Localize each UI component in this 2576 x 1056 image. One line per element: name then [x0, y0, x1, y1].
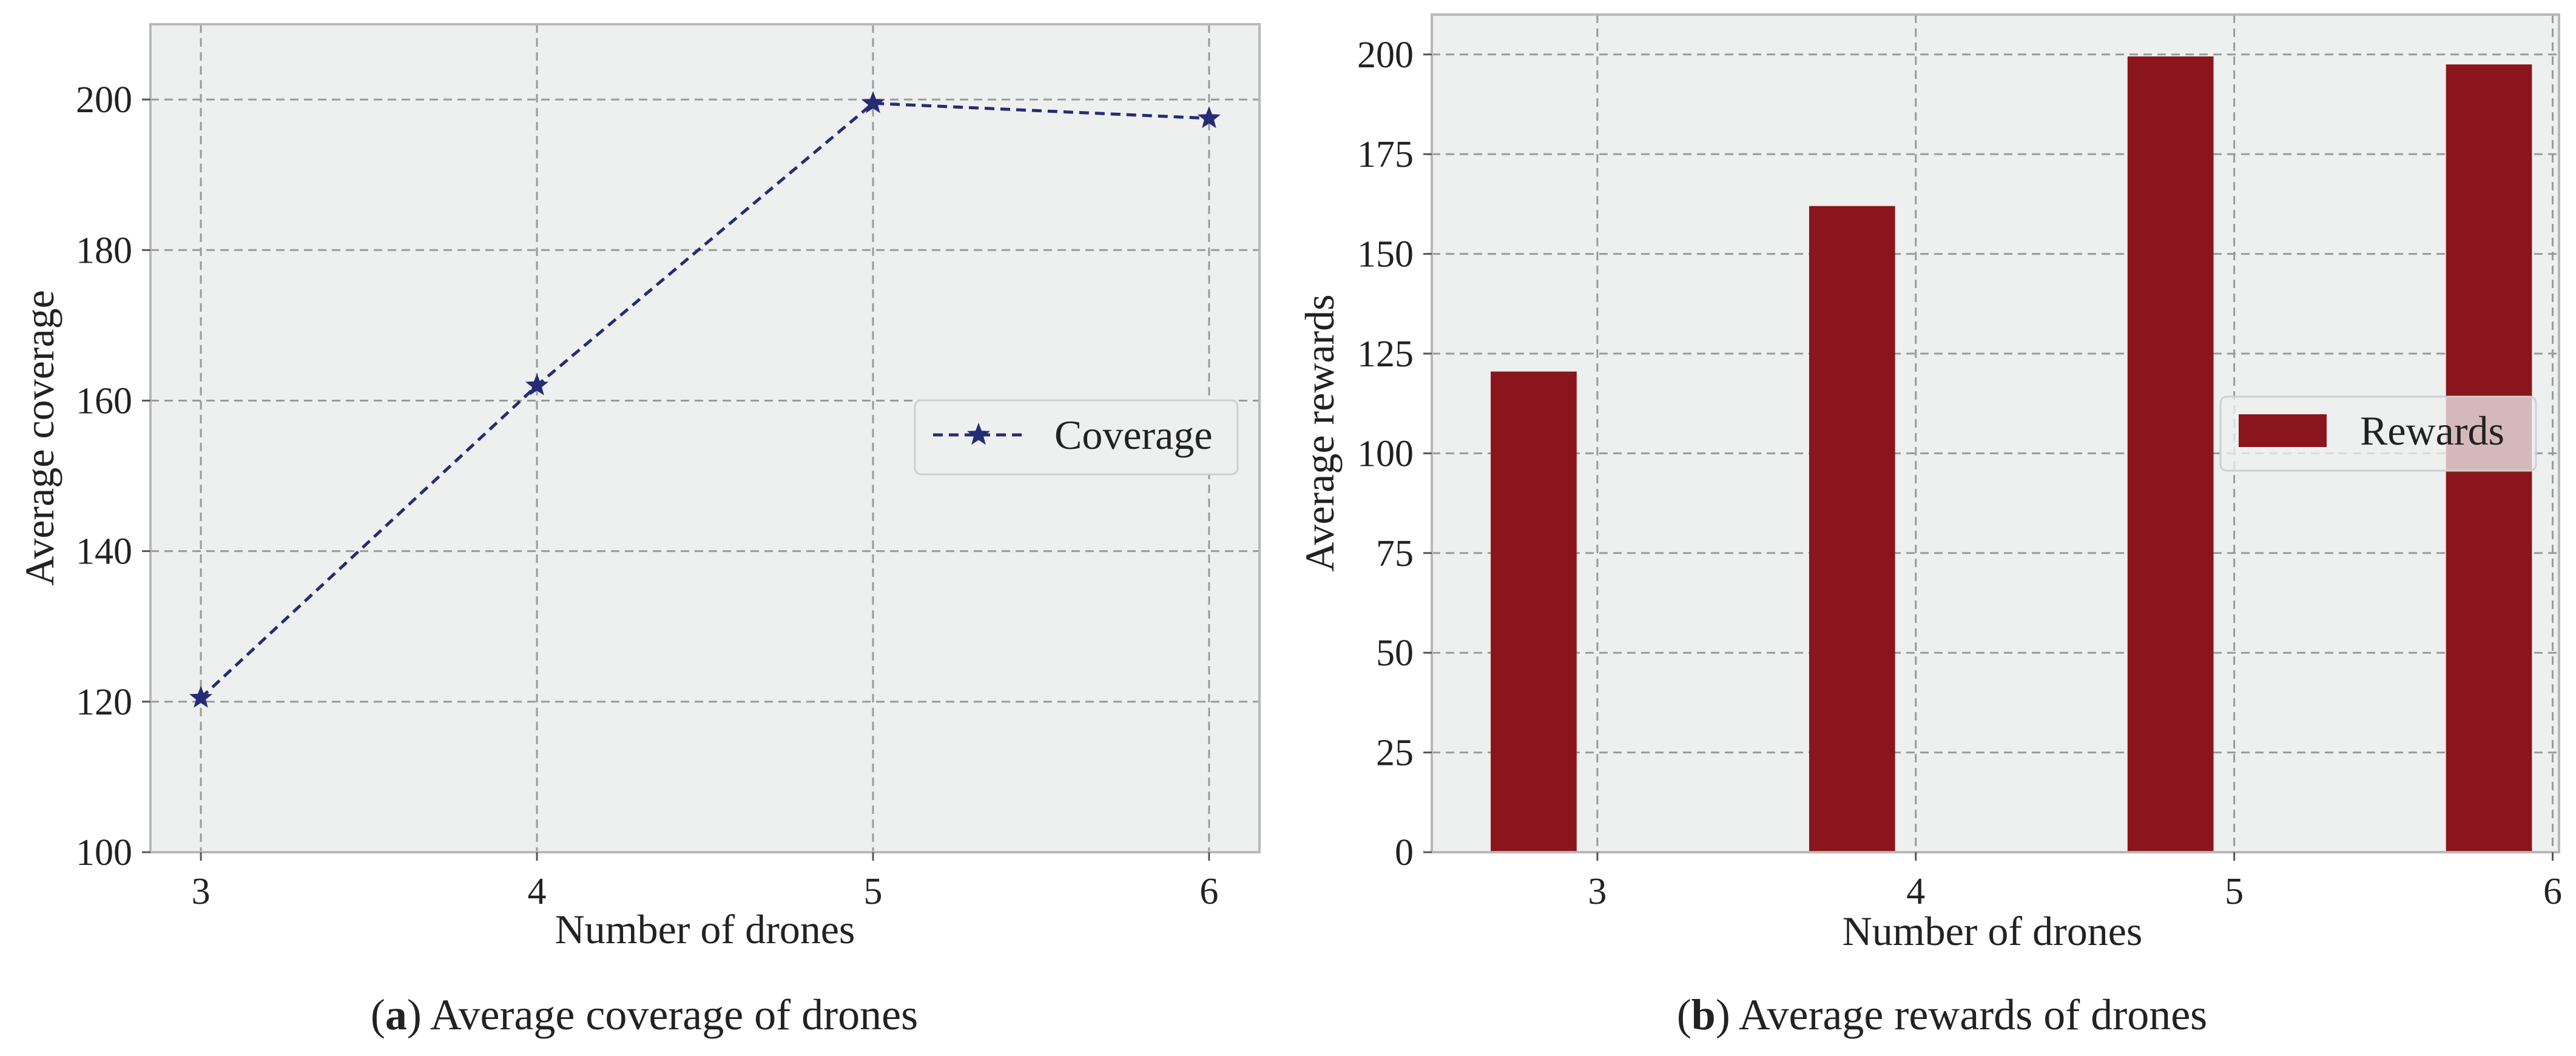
coverage-point: [189, 685, 213, 708]
rewards-bar: [1809, 206, 1895, 853]
rewards-x-tick-label: 4: [1906, 871, 1925, 912]
rewards-legend: Rewards: [2219, 395, 2537, 472]
rewards-x-ticks: 3 4 5 6: [1588, 852, 2562, 912]
rewards-legend-label: Rewards: [2360, 408, 2504, 454]
rewards-caption-text: Average rewards of drones: [1730, 990, 2207, 1039]
coverage-point: [861, 91, 885, 113]
coverage-x-ticks: 3 4 5 6: [192, 852, 1218, 912]
coverage-y-tick-label: 160: [76, 380, 132, 422]
coverage-x-tick-label: 4: [528, 871, 547, 912]
rewards-legend-swatch: [2239, 414, 2327, 447]
coverage-y-tick-label: 120: [76, 682, 132, 723]
coverage-line: [200, 101, 1210, 699]
rewards-series: [1491, 56, 2532, 853]
rewards-caption-label: b: [1691, 990, 1716, 1039]
rewards-y-tick-label: 175: [1357, 134, 1414, 175]
coverage-y-ticks: 100 120 140 160 180 200: [76, 79, 150, 873]
rewards-y-tick-label: 200: [1357, 35, 1414, 76]
rewards-chart-panel: 0 25 50 75 100 125 150 175 200 3 4 5 6 Rewards Aver…: [1296, 13, 2562, 1039]
coverage-y-tick-label: 200: [76, 79, 132, 121]
rewards-x-tick-label: 6: [2543, 871, 2562, 912]
coverage-series: [189, 91, 1221, 708]
coverage-x-tick-label: 5: [863, 871, 882, 912]
rewards-x-tick-label: 5: [2225, 871, 2244, 912]
coverage-caption-label: a: [385, 990, 407, 1039]
coverage-caption: (a) Average coverage of drones: [371, 990, 918, 1039]
coverage-x-tick-label: 3: [192, 871, 211, 912]
coverage-x-axis-title: Number of drones: [555, 906, 855, 952]
coverage-legend-star-icon: [967, 423, 990, 445]
rewards-bar: [1491, 371, 1577, 852]
coverage-y-tick-label: 100: [76, 832, 132, 873]
coverage-caption-text: Average coverage of drones: [422, 990, 918, 1039]
rewards-y-axis-title: Average rewards: [1296, 294, 1343, 571]
coverage-y-tick-label: 180: [76, 230, 132, 271]
rewards-bar: [2127, 56, 2214, 852]
coverage-chart-panel: 100 120 140 160 180 200 3 4 5 6 Coverage Average…: [16, 23, 1261, 1039]
coverage-legend-box: [914, 399, 1239, 476]
coverage-plot-frame: [149, 23, 1261, 853]
rewards-x-tick-label: 3: [1588, 871, 1607, 912]
coverage-legend-label: Coverage: [1054, 412, 1213, 458]
rewards-y-tick-label: 100: [1357, 433, 1414, 474]
rewards-y-tick-label: 50: [1376, 633, 1414, 674]
rewards-x-axis-title: Number of drones: [1843, 908, 2143, 954]
rewards-plot-frame: [1431, 13, 2560, 853]
rewards-y-tick-label: 25: [1376, 733, 1414, 774]
rewards-y-tick-label: 0: [1395, 832, 1414, 873]
rewards-y-tick-label: 125: [1357, 334, 1414, 375]
coverage-y-tick-label: 140: [76, 531, 132, 573]
coverage-point: [1197, 106, 1221, 129]
rewards-y-tick-label: 150: [1357, 234, 1414, 275]
rewards-y-tick-label: 75: [1376, 533, 1414, 574]
coverage-point: [525, 373, 549, 395]
coverage-legend: Coverage: [914, 399, 1239, 476]
coverage-x-tick-label: 6: [1199, 871, 1218, 912]
rewards-y-ticks: 0 25 50 75 100 125 150 175 200: [1357, 35, 1432, 873]
coverage-y-axis-title: Average coverage: [16, 290, 62, 586]
rewards-caption: (b) Average rewards of drones: [1677, 990, 2207, 1039]
